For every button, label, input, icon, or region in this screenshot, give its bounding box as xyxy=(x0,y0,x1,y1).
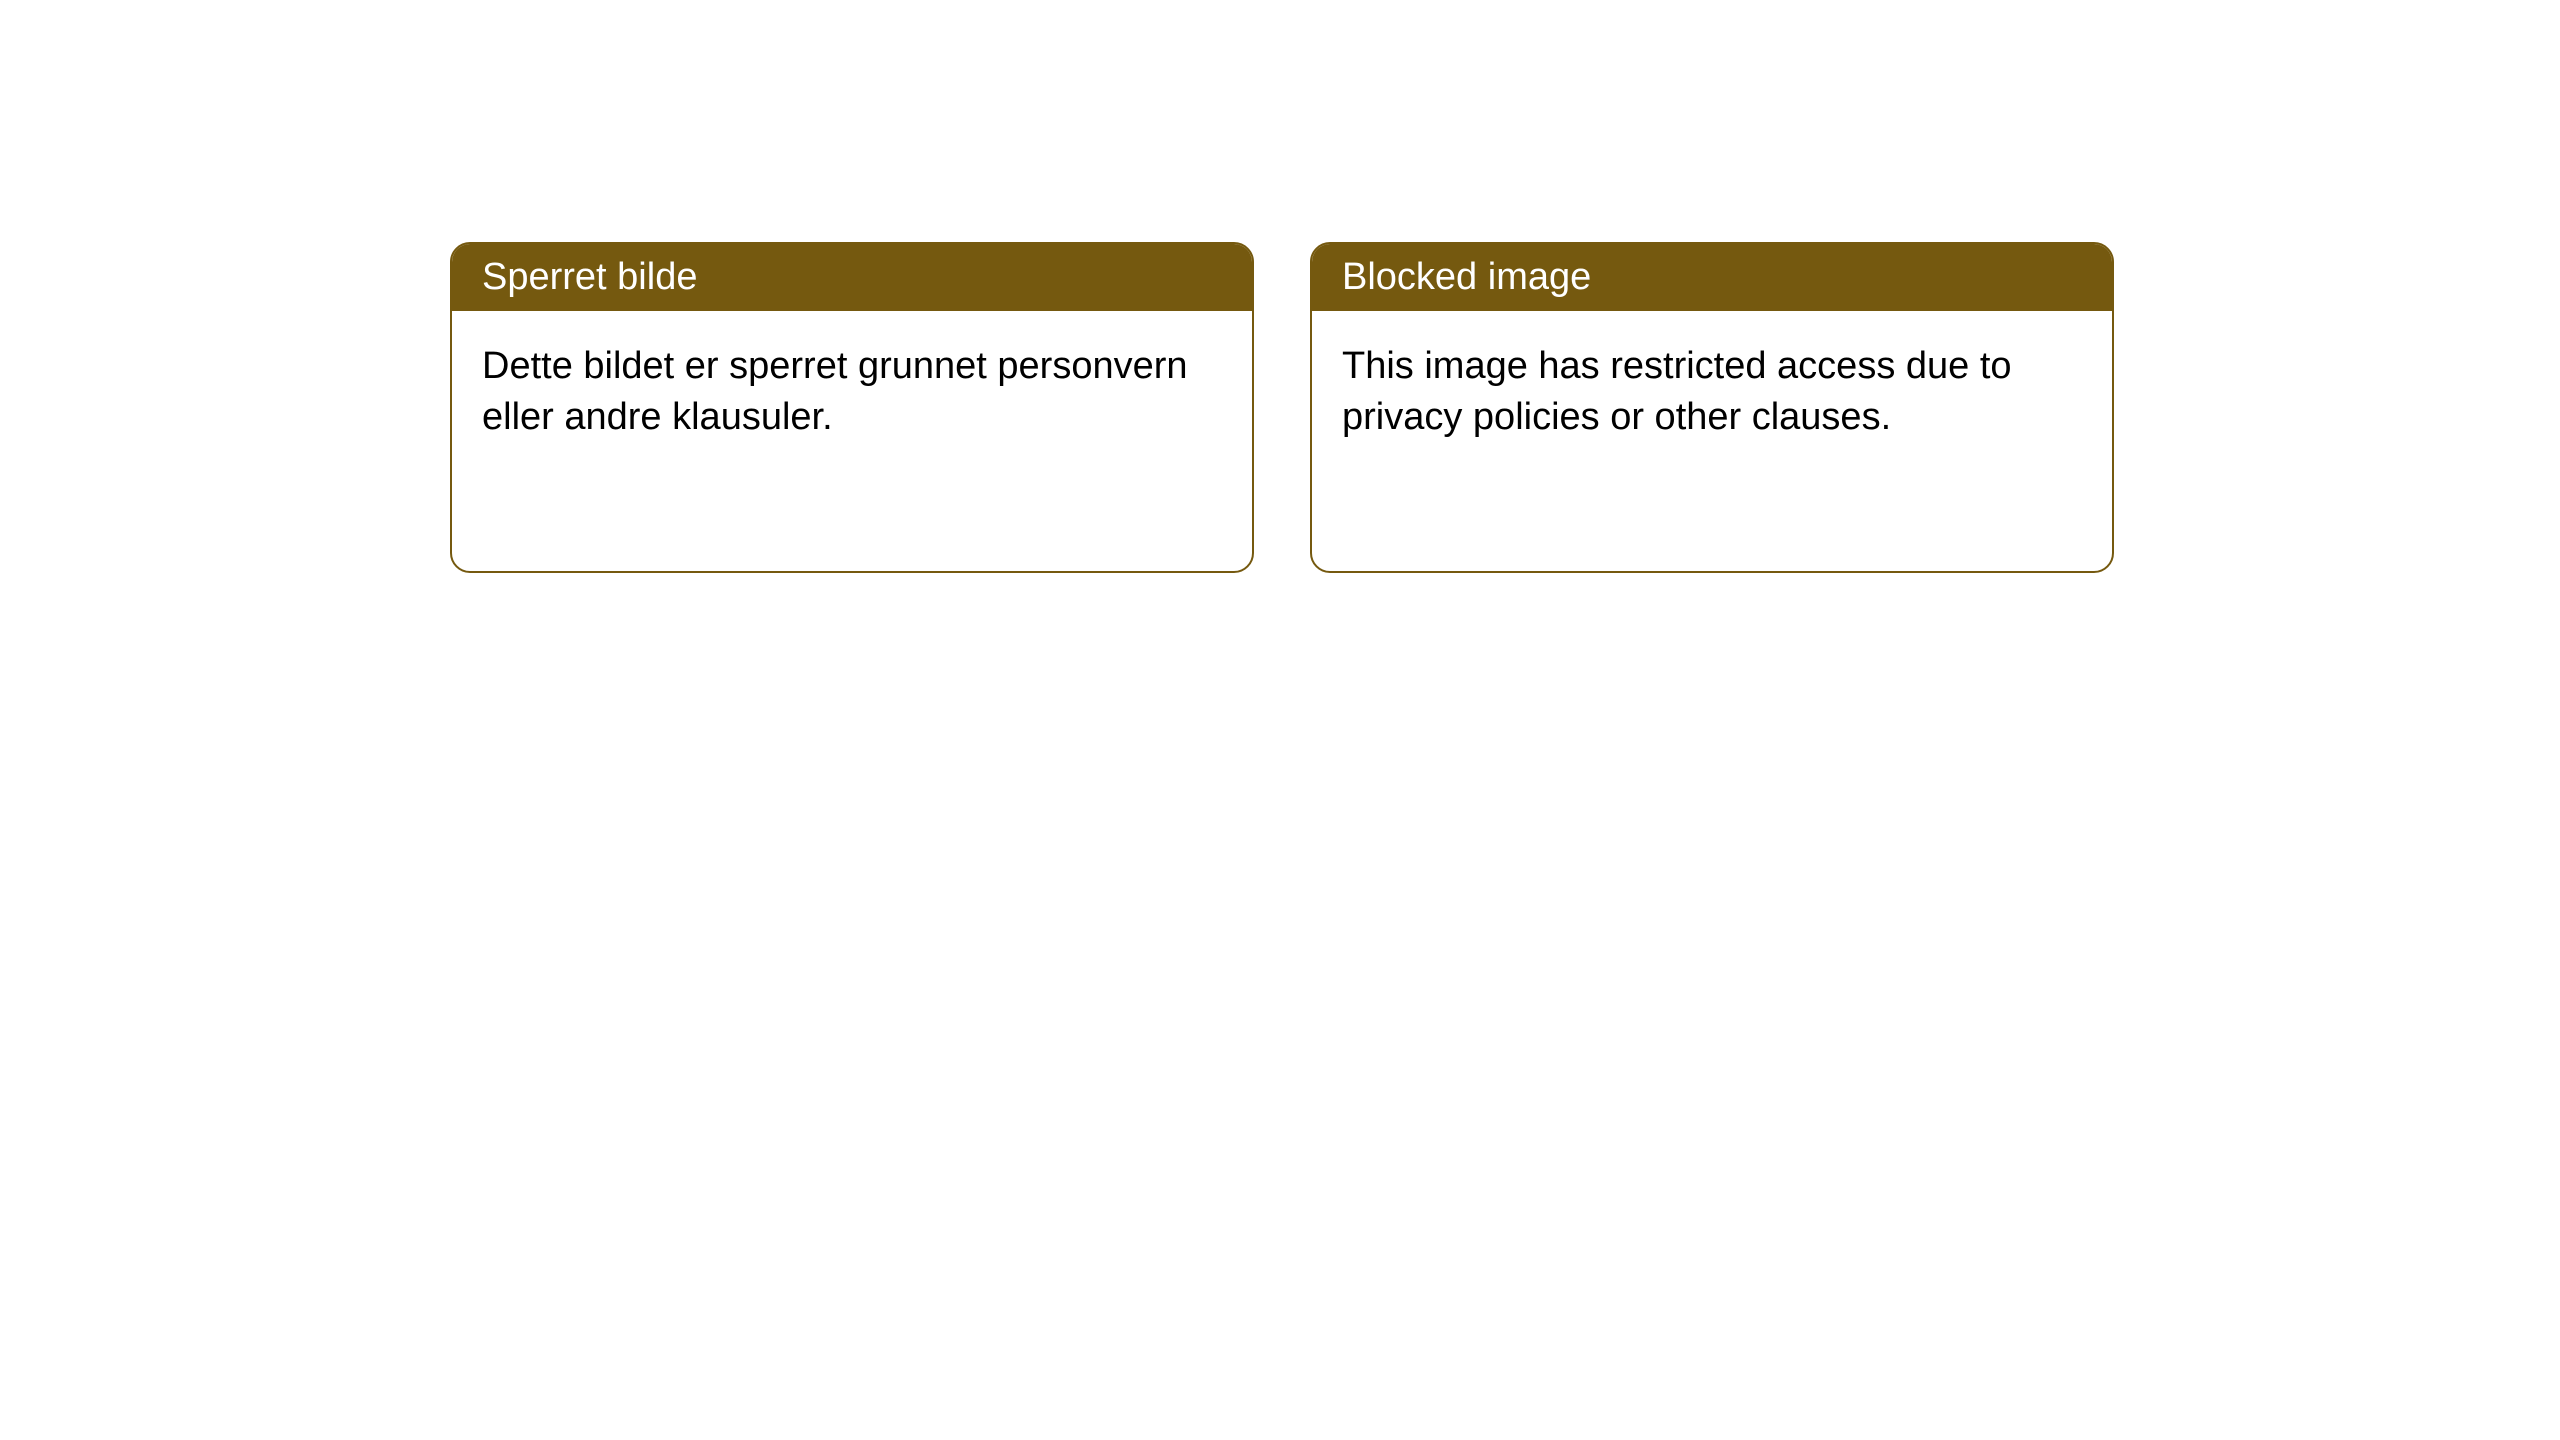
notice-card-norwegian: Sperret bilde Dette bildet er sperret gr… xyxy=(450,242,1254,573)
notice-card-english: Blocked image This image has restricted … xyxy=(1310,242,2114,573)
notice-title-norwegian: Sperret bilde xyxy=(452,244,1252,311)
notice-body-english: This image has restricted access due to … xyxy=(1312,311,2112,571)
notice-container: Sperret bilde Dette bildet er sperret gr… xyxy=(0,0,2560,573)
notice-title-english: Blocked image xyxy=(1312,244,2112,311)
notice-body-norwegian: Dette bildet er sperret grunnet personve… xyxy=(452,311,1252,571)
